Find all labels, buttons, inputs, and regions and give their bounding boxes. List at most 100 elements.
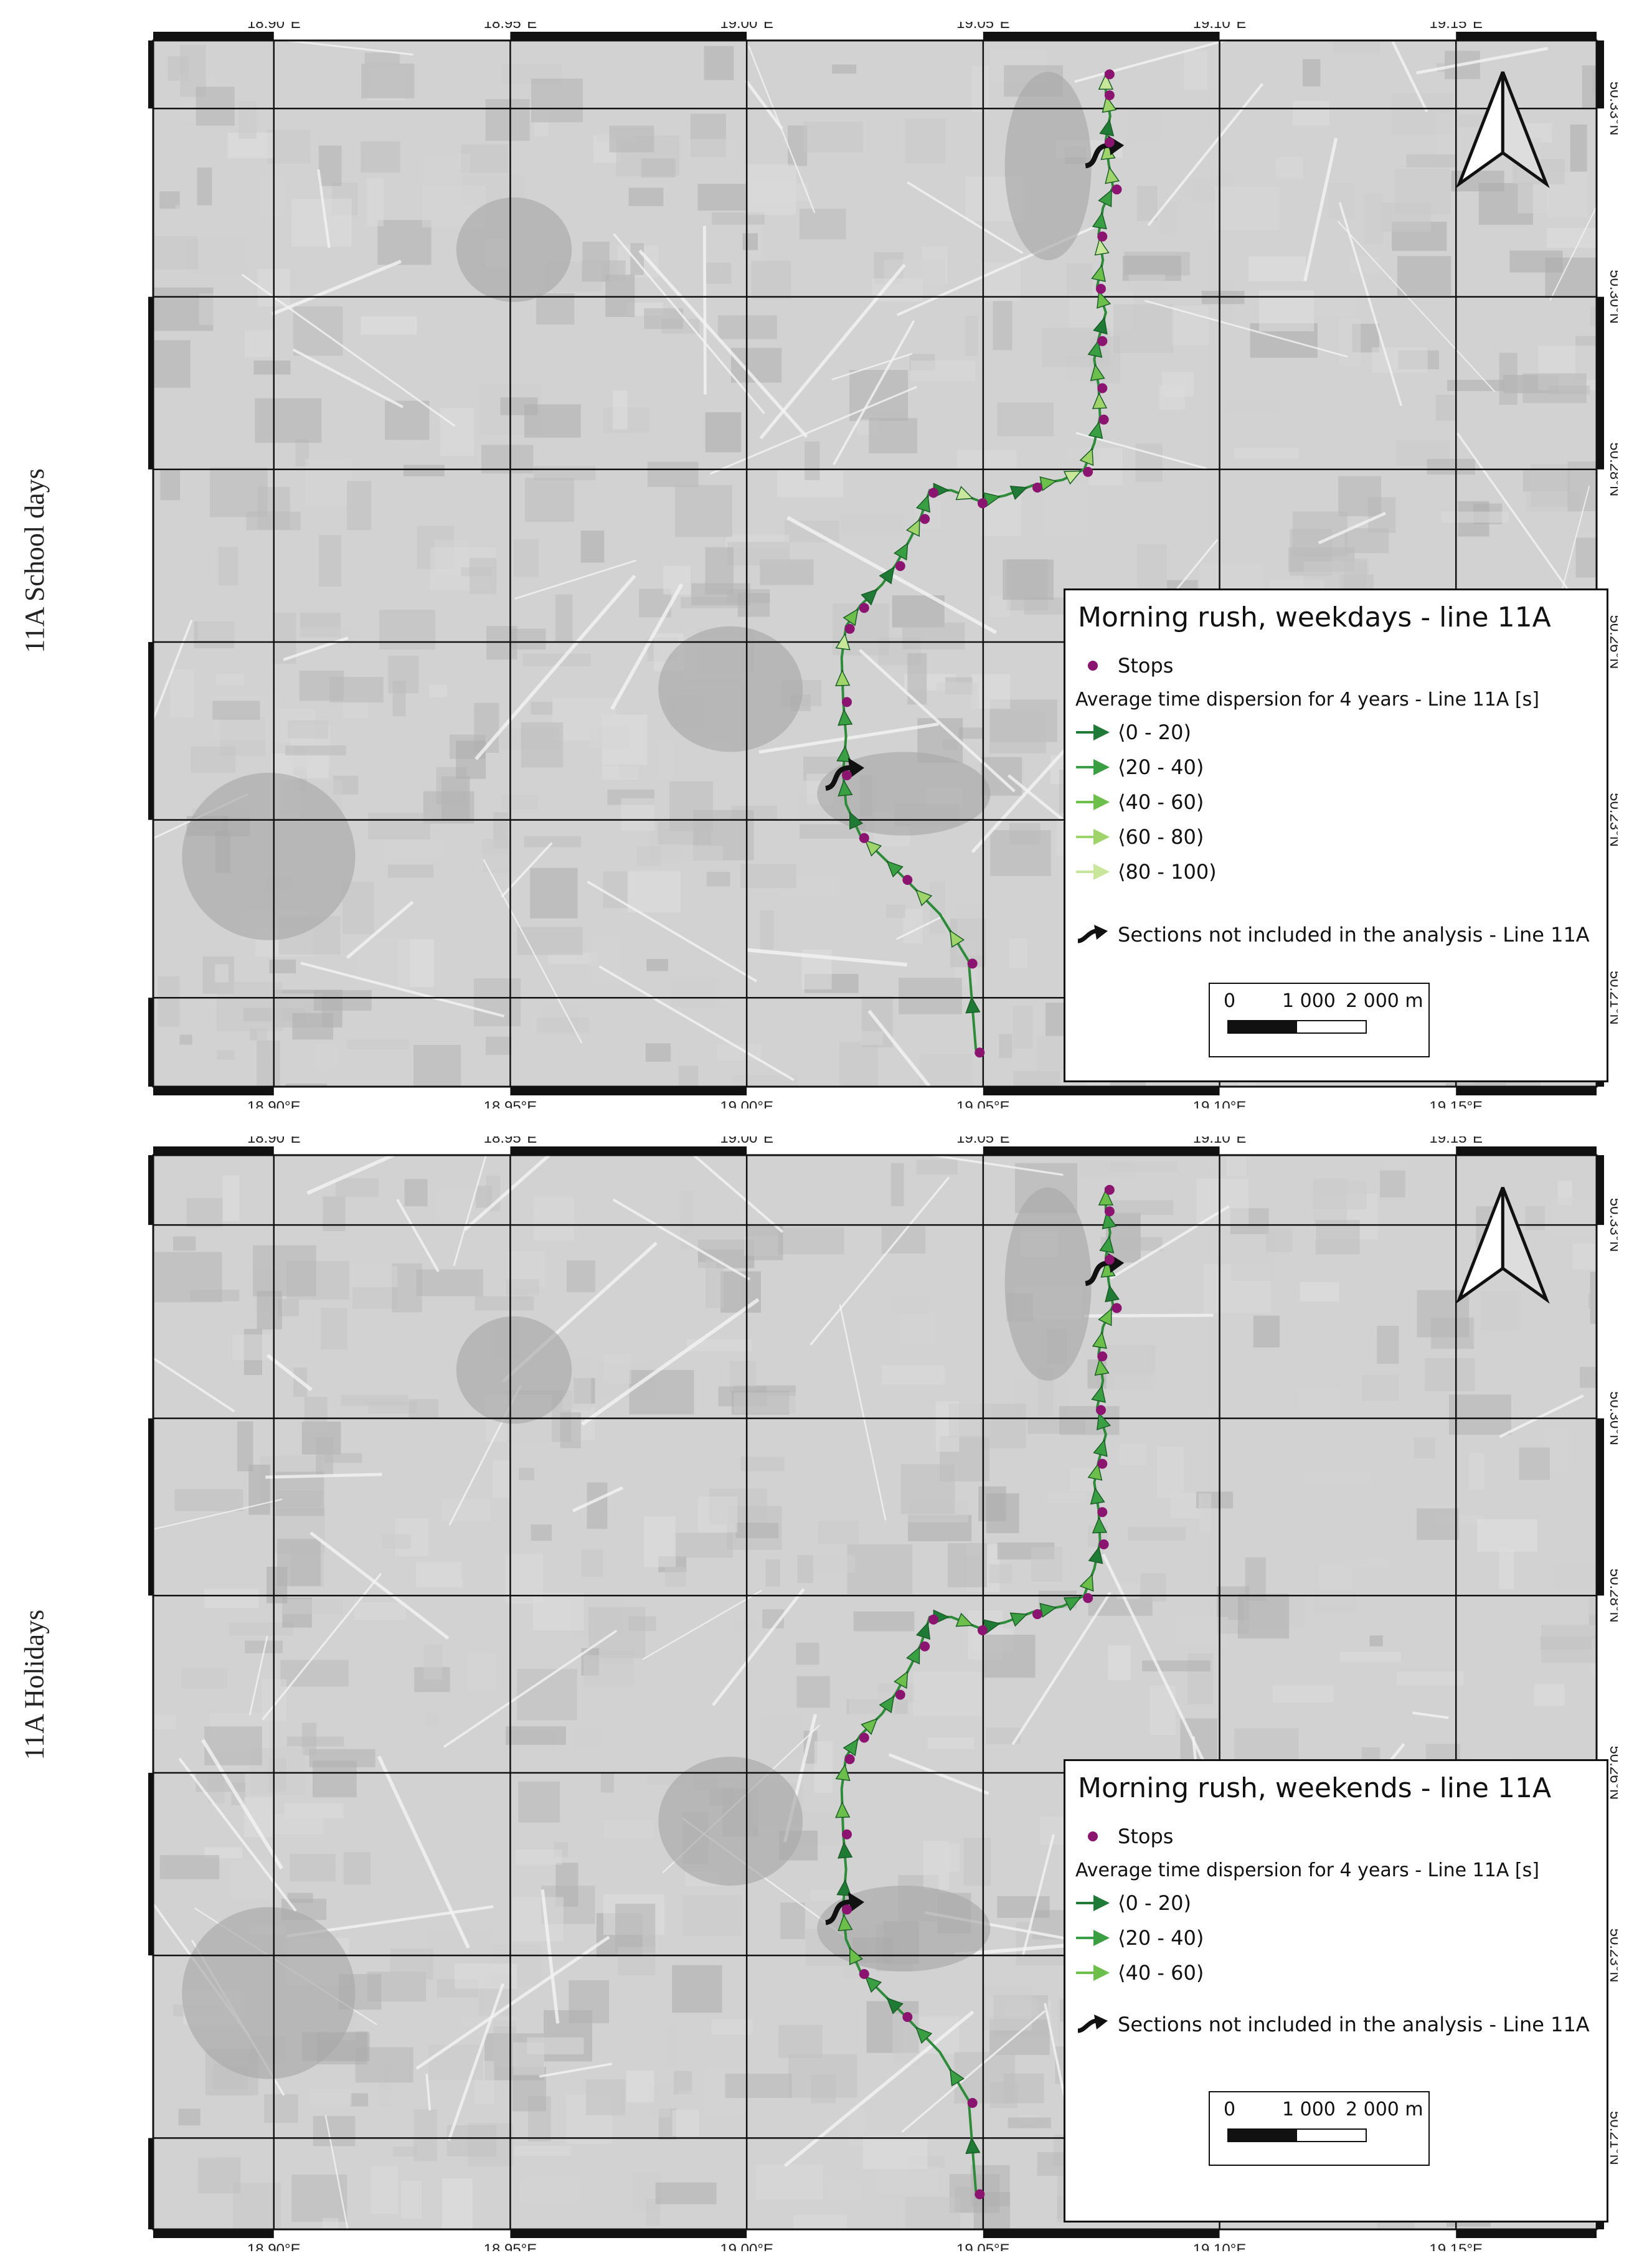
route-segment-arrow	[894, 542, 909, 561]
stop-marker	[842, 697, 852, 707]
longitude-tick-label-bottom: 19.10°E	[1193, 2241, 1247, 2251]
stop-marker-icon	[1088, 661, 1098, 671]
stop-marker	[859, 1969, 869, 1979]
longitude-tick-label-bottom: 18.95°E	[484, 2241, 537, 2251]
route-segment-arrow	[843, 1738, 859, 1757]
longitude-tick-label-bottom: 19.00°E	[720, 2241, 773, 2251]
legend-class-arrow-icon	[1074, 1925, 1112, 1950]
stop-marker	[859, 833, 869, 843]
route-segment-arrow	[1092, 1331, 1107, 1349]
stop-marker	[975, 1047, 985, 1058]
stop-marker	[975, 2189, 985, 2199]
stop-marker	[902, 2012, 913, 2022]
route-segment-arrow	[879, 566, 895, 585]
route-segment-arrow	[1090, 1487, 1105, 1505]
route-segment-arrow	[835, 1764, 851, 1782]
route-segment-arrow	[886, 1997, 904, 2015]
stop-marker	[859, 1732, 869, 1743]
side-label-text: 11A Holidays	[19, 1609, 50, 1760]
stop-marker	[902, 875, 913, 885]
legend-class-label: ⟨60 - 80)	[1118, 825, 1204, 849]
longitude-tick-label-top: 19.00°E	[720, 22, 773, 32]
black-arrow-icon	[1077, 925, 1108, 943]
stop-marker	[1098, 1539, 1109, 1549]
legend-class-row: ⟨60 - 80)	[1074, 823, 1204, 851]
stop-marker	[1083, 1593, 1093, 1604]
legend-title: Morning rush, weekdays - line 11A	[1078, 602, 1551, 633]
longitude-tick-label-bottom: 19.00°E	[720, 1098, 773, 1108]
excluded-section-path	[824, 1899, 852, 1925]
legend-subtitle: Average time dispersion for 4 years - Li…	[1075, 1859, 1539, 1881]
longitude-tick-label-bottom: 19.05°E	[956, 2241, 1010, 2251]
side-label-text: 11A School days	[19, 468, 50, 653]
stop-marker-icon	[1088, 1831, 1098, 1841]
stop-marker	[1104, 1254, 1115, 1265]
longitude-tick-label-top: 19.10°E	[1193, 1136, 1247, 1146]
stop-marker	[1098, 414, 1109, 425]
latitude-tick-label-right: 50.33°N	[1607, 1198, 1618, 1252]
stop-marker	[1112, 184, 1122, 195]
scale-label-2000: 2 000 m	[1346, 990, 1423, 1012]
legend-class-label: ⟨20 - 40)	[1118, 1926, 1204, 1950]
north-arrow-icon	[1455, 71, 1550, 189]
route-segment-arrow	[879, 1695, 895, 1714]
stop-marker	[1097, 231, 1108, 242]
longitude-tick-label-bottom: 18.95°E	[484, 1098, 537, 1108]
stop-marker	[1104, 69, 1115, 80]
stop-marker	[928, 1614, 939, 1625]
route-segment-arrow	[1009, 1612, 1028, 1627]
route-segment-arrow	[1039, 1602, 1057, 1618]
legend-excluded: Sections not included in the analysis - …	[1074, 2010, 1590, 2039]
latitude-tick-label-right: 50.21°N	[1607, 2111, 1618, 2165]
scale-bar: 0 1 000 2 000 m	[1209, 983, 1430, 1057]
stop-marker	[844, 623, 855, 634]
legend-stops: Stops	[1074, 1822, 1173, 1851]
route-segment-arrow	[849, 811, 864, 830]
route-segment-arrow	[1098, 1189, 1114, 1206]
latitude-tick-label-right: 50.30°N	[1607, 1391, 1618, 1445]
stop-marker	[842, 1904, 852, 1915]
legend-subtitle: Average time dispersion for 4 years - Li…	[1075, 689, 1539, 711]
route-segment-arrow	[838, 779, 853, 797]
stop-marker	[1097, 336, 1108, 346]
stop-marker	[895, 561, 905, 571]
legend-class-arrow-icon	[1074, 824, 1112, 849]
route-segment-arrow	[1098, 1308, 1112, 1326]
legend-class-arrow-icon	[1074, 859, 1112, 884]
scale-label-1000: 1 000	[1282, 990, 1336, 1012]
latitude-tick-label-right: 50.23°N	[1607, 1929, 1618, 1983]
route-segment-arrow	[836, 1879, 852, 1896]
legend-class-label: ⟨0 - 20)	[1118, 720, 1191, 744]
excluded-section-path	[824, 765, 852, 791]
route-segment-arrow	[1102, 95, 1117, 113]
route-segment-arrow	[1096, 1412, 1112, 1430]
longitude-tick-label-bottom: 18.90°E	[247, 1098, 301, 1108]
route-segment-arrow	[1087, 340, 1103, 358]
legend-box: Morning rush, weekends - line 11A Stops …	[1064, 1759, 1608, 2223]
side-label-school-days: 11A School days	[0, 25, 68, 1096]
legend-class-label: ⟨20 - 40)	[1118, 755, 1204, 779]
route-segment-arrow	[1098, 189, 1112, 207]
legend-excluded-label: Sections not included in the analysis - …	[1118, 923, 1590, 947]
route-segment-arrow	[1039, 476, 1057, 491]
longitude-tick-label-top: 18.90°E	[247, 1136, 301, 1146]
legend-class-row: ⟨40 - 60)	[1074, 788, 1204, 816]
stop-marker	[842, 1829, 852, 1840]
route-segment-arrow	[1063, 1597, 1082, 1611]
black-arrow-icon	[1077, 2015, 1108, 2033]
legend-stops: Stops	[1074, 651, 1173, 680]
stop-marker	[920, 1641, 930, 1651]
frame-bars	[148, 32, 1604, 1095]
legend-class-row: ⟨20 - 40)	[1074, 753, 1204, 782]
route-segment-arrow	[861, 588, 878, 606]
latitude-tick-label-right: 50.23°N	[1607, 793, 1618, 847]
longitude-tick-label-top: 19.05°E	[956, 22, 1010, 32]
legend-class-label: ⟨80 - 100)	[1118, 860, 1217, 884]
stop-marker	[1097, 383, 1108, 394]
route-segment-arrow	[949, 929, 965, 948]
route-segment-arrow	[835, 1801, 851, 1818]
scale-label-0: 0	[1224, 990, 1236, 1012]
frame-bars	[148, 1146, 1604, 2238]
route-segment-arrow	[915, 494, 930, 513]
latitude-tick-label-right: 50.28°N	[1607, 1569, 1618, 1623]
